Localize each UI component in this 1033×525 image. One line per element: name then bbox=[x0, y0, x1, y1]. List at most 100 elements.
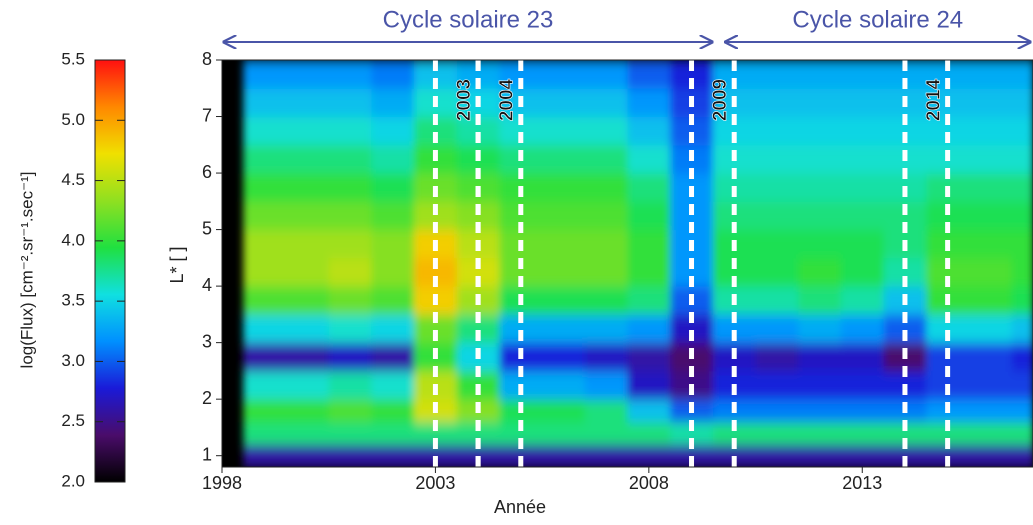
heatmap-cell bbox=[371, 144, 415, 174]
heatmap bbox=[243, 60, 1033, 467]
heatmap-cell bbox=[584, 421, 628, 445]
heatmap-cell bbox=[755, 116, 799, 146]
heatmap-cell bbox=[328, 257, 372, 287]
heatmap-cell bbox=[542, 370, 586, 400]
heatmap-cell bbox=[1011, 229, 1033, 259]
heatmap-cell bbox=[755, 421, 799, 445]
year-label: 2004 bbox=[496, 78, 517, 121]
colorbar-tick-label: 2.0 bbox=[61, 471, 85, 490]
heatmap-cell bbox=[371, 201, 415, 231]
heatmap-cell bbox=[798, 342, 842, 372]
heatmap-cell bbox=[456, 421, 500, 445]
heatmap-cell bbox=[542, 257, 586, 287]
heatmap-cell bbox=[243, 88, 287, 118]
heatmap-cell bbox=[968, 421, 1013, 445]
heatmap-cell bbox=[840, 229, 885, 259]
heatmap-cell bbox=[328, 314, 372, 344]
heatmap-cell bbox=[755, 314, 799, 344]
heatmap-cell bbox=[371, 229, 415, 259]
heatmap-cell bbox=[286, 201, 330, 231]
heatmap-cell bbox=[328, 201, 372, 231]
heatmap-cell bbox=[627, 342, 671, 372]
heatmap-cell bbox=[243, 173, 287, 202]
heatmap-cell bbox=[328, 60, 372, 89]
heatmap-cell bbox=[1011, 421, 1033, 445]
heatmap-cell bbox=[755, 173, 799, 202]
heatmap-cell bbox=[798, 201, 842, 231]
heatmap-cell bbox=[968, 314, 1013, 344]
heatmap-cell bbox=[371, 60, 415, 89]
y-tick-label: 5 bbox=[202, 218, 212, 238]
heatmap-cell bbox=[968, 229, 1013, 259]
heatmap-cell bbox=[243, 399, 287, 423]
heatmap-cell bbox=[926, 421, 970, 445]
heatmap-cell bbox=[328, 342, 372, 372]
heatmap-cell bbox=[414, 444, 458, 467]
heatmap-cell bbox=[371, 370, 415, 400]
heatmap-cell bbox=[883, 421, 927, 445]
heatmap-cell bbox=[840, 257, 885, 287]
heatmap-cell bbox=[798, 286, 842, 315]
heatmap-cell bbox=[328, 370, 372, 400]
heatmap-cell bbox=[328, 399, 372, 423]
heatmap-cell bbox=[371, 342, 415, 372]
heatmap-cell bbox=[286, 342, 330, 372]
year-label: 2003 bbox=[454, 79, 475, 121]
heatmap-cell bbox=[584, 88, 628, 118]
heatmap-cell bbox=[286, 173, 330, 202]
heatmap-cell bbox=[584, 342, 628, 372]
year-label: 2014 bbox=[923, 78, 944, 121]
heatmap-cell bbox=[798, 229, 842, 259]
heatmap-cell bbox=[542, 88, 586, 118]
heatmap-cell bbox=[670, 421, 714, 445]
heatmap-cell bbox=[243, 229, 287, 259]
heatmap-cell bbox=[542, 421, 586, 445]
heatmap-cell bbox=[627, 201, 671, 231]
heatmap-cell bbox=[328, 144, 372, 174]
heatmap-cell bbox=[1011, 342, 1033, 372]
heatmap-cell bbox=[542, 314, 586, 344]
x-tick-label: 2013 bbox=[842, 473, 882, 493]
colorbar-tick-label: 3.0 bbox=[61, 351, 85, 370]
heatmap-cell bbox=[627, 144, 671, 174]
heatmap-cell bbox=[542, 286, 586, 315]
colorbar-tick-label: 3.5 bbox=[61, 291, 85, 310]
heatmap-cell bbox=[627, 314, 671, 344]
heatmap-cell bbox=[542, 229, 586, 259]
heatmap-cell bbox=[798, 173, 842, 202]
heatmap-cell bbox=[584, 60, 628, 89]
heatmap-cell bbox=[584, 229, 628, 259]
heatmap-cell bbox=[840, 173, 885, 202]
heatmap-cell bbox=[840, 201, 885, 231]
heatmap-cell bbox=[670, 444, 714, 467]
heatmap-cell bbox=[627, 421, 671, 445]
heatmap-cell bbox=[840, 399, 885, 423]
heatmap-cell bbox=[755, 370, 799, 400]
heatmap-cell bbox=[542, 399, 586, 423]
y-tick-label: 4 bbox=[202, 275, 212, 295]
heatmap-cell bbox=[328, 88, 372, 118]
heatmap-cell bbox=[798, 399, 842, 423]
heatmap-cell bbox=[627, 286, 671, 315]
x-tick-label: 1998 bbox=[202, 473, 242, 493]
heatmap-cell bbox=[712, 421, 757, 445]
heatmap-cell bbox=[968, 399, 1013, 423]
heatmap-cell bbox=[584, 314, 628, 344]
heatmap-cell bbox=[584, 286, 628, 315]
heatmap-cell bbox=[328, 116, 372, 146]
heatmap-cell bbox=[840, 342, 885, 372]
heatmap-cell bbox=[371, 421, 415, 445]
heatmap-cell bbox=[286, 257, 330, 287]
heatmap-cell bbox=[627, 173, 671, 202]
x-axis-label: Année bbox=[494, 497, 546, 517]
heatmap-cell bbox=[968, 257, 1013, 287]
heatmap-cell bbox=[286, 286, 330, 315]
heatmap-cell bbox=[1011, 88, 1033, 118]
y-tick-label: 1 bbox=[202, 444, 212, 464]
heatmap-cell bbox=[243, 144, 287, 174]
heatmap-cell bbox=[627, 60, 671, 89]
colorbar-tick-label: 4.0 bbox=[61, 230, 85, 249]
heatmap-cell bbox=[627, 444, 671, 467]
heatmap-cell bbox=[328, 229, 372, 259]
